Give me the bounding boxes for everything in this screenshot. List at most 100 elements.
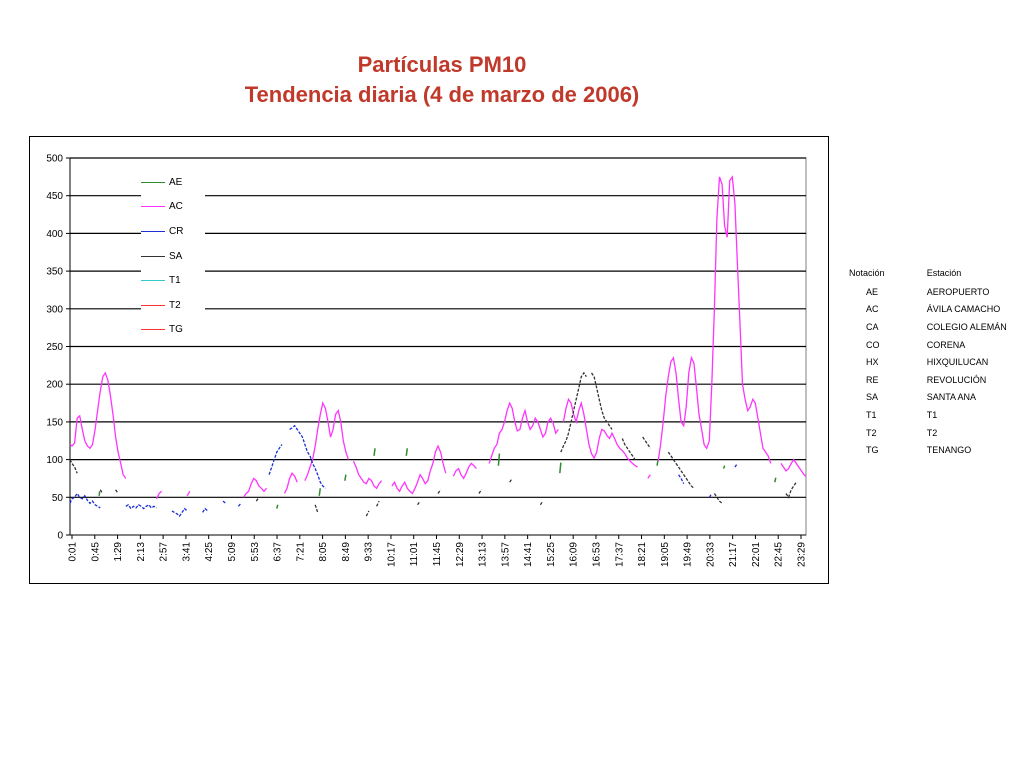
series-ac-line bbox=[155, 490, 163, 500]
series-ac-line bbox=[242, 477, 267, 498]
legend-label: AC bbox=[169, 201, 183, 213]
y-tick-label: 100 bbox=[46, 455, 63, 466]
legend-swatch bbox=[141, 230, 165, 232]
series-sa-line bbox=[478, 489, 483, 494]
legend-swatch bbox=[141, 181, 165, 183]
series-sa-line bbox=[713, 493, 723, 504]
x-tick-label: 5:09 bbox=[227, 542, 238, 562]
series-ac-line bbox=[647, 474, 651, 479]
x-tick-label: 19:49 bbox=[683, 542, 694, 567]
x-tick-label: 19:05 bbox=[660, 542, 671, 567]
series-ae-segment bbox=[559, 462, 562, 474]
series-ac-line bbox=[186, 490, 191, 497]
legend-label: T2 bbox=[169, 299, 181, 311]
x-tick-label: 12:29 bbox=[455, 542, 466, 567]
station-row: AE AEROPUERTO bbox=[849, 283, 1024, 301]
header-notacion: Notación bbox=[849, 267, 885, 278]
series-cr-line bbox=[202, 507, 209, 513]
station-code: RE bbox=[866, 374, 879, 385]
station-code: AE bbox=[866, 286, 879, 297]
station-code: T2 bbox=[866, 427, 877, 438]
x-tick-label: 11:01 bbox=[409, 542, 420, 567]
series-ae-segment bbox=[318, 488, 322, 496]
legend-item-sa: SA bbox=[141, 244, 205, 269]
legend-item-tg: TG bbox=[141, 318, 205, 343]
station-row: CO CORENA bbox=[849, 336, 1024, 354]
station-code: CA bbox=[866, 321, 879, 332]
series-sa-line bbox=[314, 504, 319, 513]
series-ae-segment bbox=[497, 453, 501, 466]
series-sa-line bbox=[590, 372, 613, 430]
x-tick-label: 14:41 bbox=[523, 542, 534, 567]
x-tick-label: 22:01 bbox=[751, 542, 762, 567]
y-tick-label: 450 bbox=[46, 191, 63, 202]
x-tick-label: 21:17 bbox=[728, 542, 739, 567]
station-name: TENANGO bbox=[926, 445, 972, 456]
station-row: RE REVOLUCIÓN bbox=[849, 371, 1024, 389]
series-sa-line bbox=[560, 371, 587, 453]
station-code: TG bbox=[866, 445, 879, 456]
station-code: CO bbox=[866, 339, 880, 350]
station-row: T2 T2 bbox=[849, 424, 1024, 442]
station-name: REVOLUCIÓN bbox=[926, 374, 987, 385]
x-tick-label: 2:13 bbox=[136, 542, 147, 562]
y-tick-label: 0 bbox=[57, 531, 63, 542]
series-sa-line bbox=[621, 438, 636, 460]
station-name: ÁVILA CAMACHO bbox=[926, 304, 1001, 315]
series-ac-line bbox=[488, 401, 559, 464]
legend-item-ae: AE bbox=[141, 170, 205, 195]
y-tick-label: 300 bbox=[46, 304, 63, 315]
legend-item-t1: T1 bbox=[141, 268, 205, 293]
x-tick-label: 5:53 bbox=[250, 542, 261, 562]
legend-label: AE bbox=[169, 176, 183, 188]
chart-title-line2: Tendencia diaria (4 de marzo de 2006) bbox=[244, 82, 640, 107]
y-tick-label: 150 bbox=[46, 417, 63, 428]
y-tick-label: 350 bbox=[46, 267, 63, 278]
series-ae-segment bbox=[98, 491, 101, 496]
header-estacion: Estación bbox=[926, 267, 962, 278]
station-row: AC ÁVILA CAMACHO bbox=[849, 301, 1024, 319]
station-name: HIXQUILUCAN bbox=[926, 357, 989, 368]
y-tick-label: 50 bbox=[52, 493, 64, 504]
x-tick-label: 22:45 bbox=[774, 542, 785, 567]
station-name: T1 bbox=[926, 409, 938, 420]
x-tick-label: 6:37 bbox=[273, 542, 284, 562]
legend-swatch bbox=[141, 206, 165, 208]
series-ac-line bbox=[562, 397, 638, 468]
y-tick-label: 500 bbox=[46, 154, 63, 165]
station-code: SA bbox=[866, 392, 879, 403]
x-tick-label: 13:57 bbox=[500, 542, 511, 567]
series-sa-line bbox=[509, 478, 513, 483]
series-ac-line bbox=[657, 175, 772, 464]
station-code: AC bbox=[866, 304, 879, 315]
series-cr-line bbox=[708, 493, 713, 498]
series-sa-line bbox=[365, 510, 370, 517]
series-ae-segment bbox=[405, 448, 409, 456]
x-tick-label: 13:13 bbox=[478, 542, 489, 567]
y-tick-label: 200 bbox=[46, 380, 63, 391]
legend-swatch bbox=[141, 329, 165, 331]
x-tick-label: 2:57 bbox=[159, 542, 170, 562]
series-cr-line bbox=[734, 463, 738, 468]
station-row: CA COLEGIO ALEMÁN bbox=[849, 318, 1024, 336]
series-ac-line bbox=[780, 458, 807, 477]
legend-label: TG bbox=[169, 324, 183, 336]
station-name: SANTA ANA bbox=[926, 392, 977, 403]
series-sa-line bbox=[376, 500, 380, 507]
series-sa-line bbox=[667, 451, 695, 489]
x-tick-label: 7:21 bbox=[295, 542, 306, 562]
series-cr-line bbox=[125, 503, 157, 510]
y-tick-label: 400 bbox=[46, 229, 63, 240]
x-tick-label: 1:29 bbox=[113, 542, 124, 562]
series-ae-segment bbox=[774, 477, 777, 483]
chart-title-line1: Partículas PM10 bbox=[357, 52, 527, 77]
x-tick-label: 0:01 bbox=[68, 542, 79, 562]
x-tick-label: 18:21 bbox=[637, 542, 648, 567]
station-row: HX HIXQUILUCAN bbox=[849, 353, 1024, 371]
series-ae-segment bbox=[722, 465, 726, 469]
series-ae-segment bbox=[276, 504, 279, 509]
y-tick-label: 250 bbox=[46, 342, 63, 353]
x-tick-label: 10:17 bbox=[386, 542, 397, 567]
series-sa-line bbox=[437, 489, 442, 494]
station-name: T2 bbox=[926, 427, 938, 438]
